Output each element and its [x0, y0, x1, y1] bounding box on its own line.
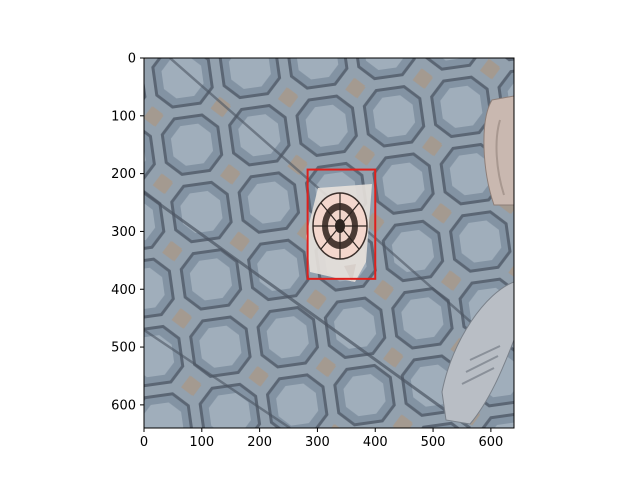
x-tick-label: 500 [421, 435, 446, 450]
pavement-crack-1 [144, 191, 471, 428]
x-tick-label: 600 [478, 435, 503, 450]
y-tick-label: 600 [111, 398, 136, 413]
x-axis: 0 100 200 300 400 500 600 [140, 428, 503, 450]
x-tick-label: 0 [140, 435, 148, 450]
plot-frame [143, 57, 515, 429]
y-tick-label: 0 [128, 52, 136, 67]
shoe-bottom [441, 281, 514, 425]
y-tick-label: 500 [111, 341, 136, 356]
bounding-box-annotation [306, 168, 377, 280]
y-tick-label: 300 [111, 225, 136, 240]
x-tick-label: 300 [305, 435, 330, 450]
image-layer [144, 58, 514, 428]
x-tick-label: 200 [247, 435, 272, 450]
y-tick-label: 200 [111, 167, 136, 182]
y-tick-label: 100 [111, 109, 136, 124]
shoe-top [483, 95, 514, 206]
y-axis: 0 100 200 300 400 500 600 [111, 52, 144, 413]
pavement-crack-3 [144, 328, 291, 428]
dartboard-target [306, 184, 372, 282]
x-tick-label: 100 [189, 435, 214, 450]
x-tick-label: 400 [363, 435, 388, 450]
y-tick-label: 400 [111, 283, 136, 298]
